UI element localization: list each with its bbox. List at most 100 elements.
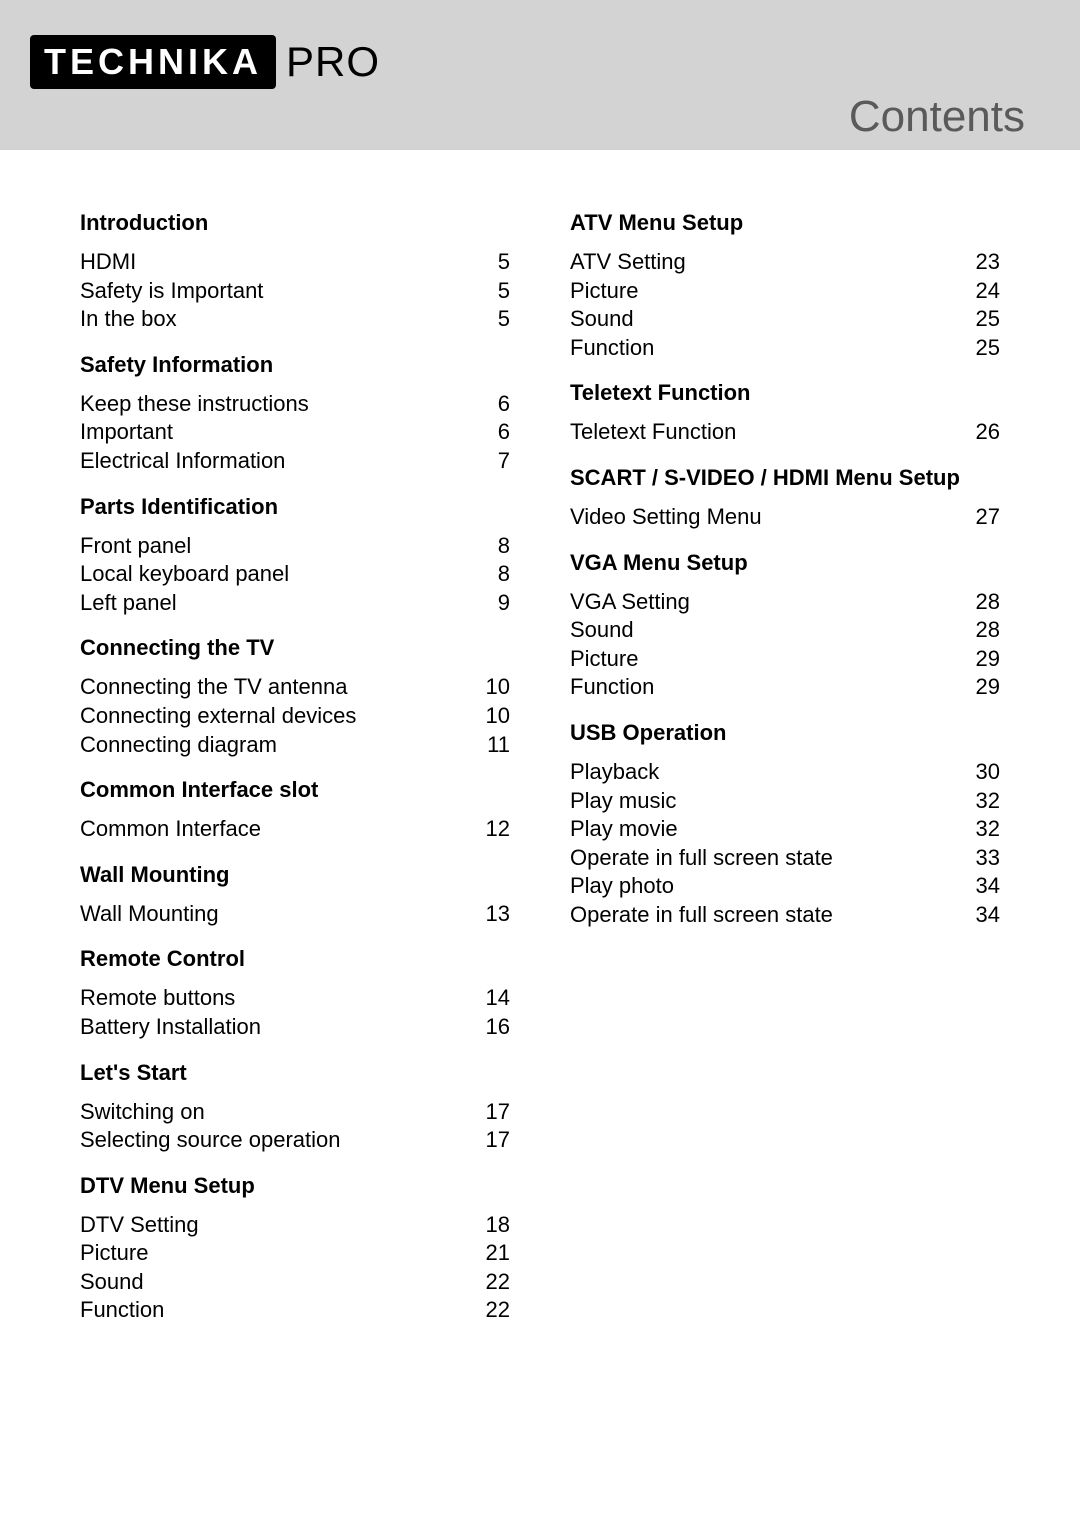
toc-row: Function 22 (80, 1296, 510, 1325)
toc-page-number: 6 (474, 390, 510, 419)
toc-label: Electrical Information (80, 447, 285, 476)
toc-page-number: 17 (474, 1126, 510, 1155)
toc-label: Function (80, 1296, 164, 1325)
toc-page-number: 30 (964, 758, 1000, 787)
toc-page-number: 22 (474, 1296, 510, 1325)
toc-label: Picture (570, 645, 638, 674)
toc-page-number: 34 (964, 872, 1000, 901)
toc-page-number: 18 (474, 1211, 510, 1240)
section-heading: Parts Identification (80, 494, 510, 520)
toc-page-number: 24 (964, 277, 1000, 306)
toc-page-number: 8 (474, 532, 510, 561)
toc-page-number: 7 (474, 447, 510, 476)
toc-page-number: 12 (474, 815, 510, 844)
toc-label: HDMI (80, 248, 136, 277)
toc-label: Common Interface (80, 815, 261, 844)
toc-row: Picture21 (80, 1239, 510, 1268)
toc-row: ATV Setting 23 (570, 248, 1000, 277)
toc-row: Common Interface 12 (80, 815, 510, 844)
toc-row: Battery Installation 16 (80, 1013, 510, 1042)
contents-body: IntroductionHDMI5Safety is Important5In … (0, 150, 1080, 1365)
toc-page-number: 25 (964, 334, 1000, 363)
toc-page-number: 29 (964, 673, 1000, 702)
toc-page-number: 13 (474, 900, 510, 929)
toc-page-number: 33 (964, 844, 1000, 873)
toc-row: VGA Setting28 (570, 588, 1000, 617)
toc-page-number: 29 (964, 645, 1000, 674)
toc-page-number: 21 (474, 1239, 510, 1268)
toc-label: Connecting diagram (80, 731, 277, 760)
toc-page-number: 23 (964, 248, 1000, 277)
toc-label: Important (80, 418, 173, 447)
toc-label: Sound (570, 305, 634, 334)
section-heading: Safety Information (80, 352, 510, 378)
toc-row: Operate in full screen state 33 (570, 844, 1000, 873)
toc-row: Picture 29 (570, 645, 1000, 674)
toc-page-number: 32 (964, 787, 1000, 816)
toc-row: DTV Setting18 (80, 1211, 510, 1240)
toc-label: Selecting source operation (80, 1126, 341, 1155)
toc-label: Wall Mounting (80, 900, 219, 929)
toc-row: Play music 32 (570, 787, 1000, 816)
toc-label: Sound (80, 1268, 144, 1297)
toc-row: Function 25 (570, 334, 1000, 363)
toc-page-number: 17 (474, 1098, 510, 1127)
toc-label: Keep these instructions (80, 390, 309, 419)
section-heading: Teletext Function (570, 380, 1000, 406)
toc-page-number: 6 (474, 418, 510, 447)
toc-label: Front panel (80, 532, 191, 561)
toc-row: Connecting external devices10 (80, 702, 510, 731)
toc-page-number: 9 (474, 589, 510, 618)
toc-row: In the box5 (80, 305, 510, 334)
toc-row: Switching on 17 (80, 1098, 510, 1127)
section-heading: VGA Menu Setup (570, 550, 1000, 576)
toc-label: Play photo (570, 872, 674, 901)
toc-label: Playback (570, 758, 659, 787)
toc-row: Left panel 9 (80, 589, 510, 618)
toc-label: ATV Setting (570, 248, 686, 277)
toc-label: Switching on (80, 1098, 205, 1127)
toc-page-number: 28 (964, 616, 1000, 645)
toc-row: Playback 30 (570, 758, 1000, 787)
toc-label: Play movie (570, 815, 678, 844)
toc-page-number: 28 (964, 588, 1000, 617)
toc-row: Video Setting Menu27 (570, 503, 1000, 532)
toc-label: Left panel (80, 589, 177, 618)
logo-badge: TECHNIKA (30, 35, 276, 89)
toc-row: Sound28 (570, 616, 1000, 645)
toc-label: Function (570, 334, 654, 363)
toc-row: Remote buttons 14 (80, 984, 510, 1013)
logo-suffix: PRO (286, 38, 380, 86)
section-heading: Common Interface slot (80, 777, 510, 803)
toc-row: Front panel 8 (80, 532, 510, 561)
toc-label: Remote buttons (80, 984, 235, 1013)
toc-page-number: 5 (474, 305, 510, 334)
toc-page-number: 5 (474, 248, 510, 277)
toc-label: Connecting external devices (80, 702, 356, 731)
left-column: IntroductionHDMI5Safety is Important5In … (80, 210, 510, 1325)
toc-page-number: 16 (474, 1013, 510, 1042)
toc-label: Operate in full screen state (570, 844, 833, 873)
toc-row: Connecting the TV antenna10 (80, 673, 510, 702)
section-heading: Connecting the TV (80, 635, 510, 661)
toc-row: Operate in full screen state34 (570, 901, 1000, 930)
toc-page-number: 34 (964, 901, 1000, 930)
toc-label: Connecting the TV antenna (80, 673, 347, 702)
header-bar: TECHNIKA PRO Contents (0, 0, 1080, 150)
toc-row: Play photo 34 (570, 872, 1000, 901)
toc-row: Picture24 (570, 277, 1000, 306)
toc-page-number: 26 (964, 418, 1000, 447)
toc-page-number: 32 (964, 815, 1000, 844)
toc-page-number: 14 (474, 984, 510, 1013)
toc-row: Keep these instructions 6 (80, 390, 510, 419)
toc-label: Play music (570, 787, 676, 816)
toc-label: Battery Installation (80, 1013, 261, 1042)
section-heading: Remote Control (80, 946, 510, 972)
toc-page-number: 5 (474, 277, 510, 306)
toc-row: Play movie 32 (570, 815, 1000, 844)
toc-row: Function 29 (570, 673, 1000, 702)
toc-page-number: 27 (964, 503, 1000, 532)
section-heading: Introduction (80, 210, 510, 236)
toc-row: HDMI 5 (80, 248, 510, 277)
toc-label: Function (570, 673, 654, 702)
